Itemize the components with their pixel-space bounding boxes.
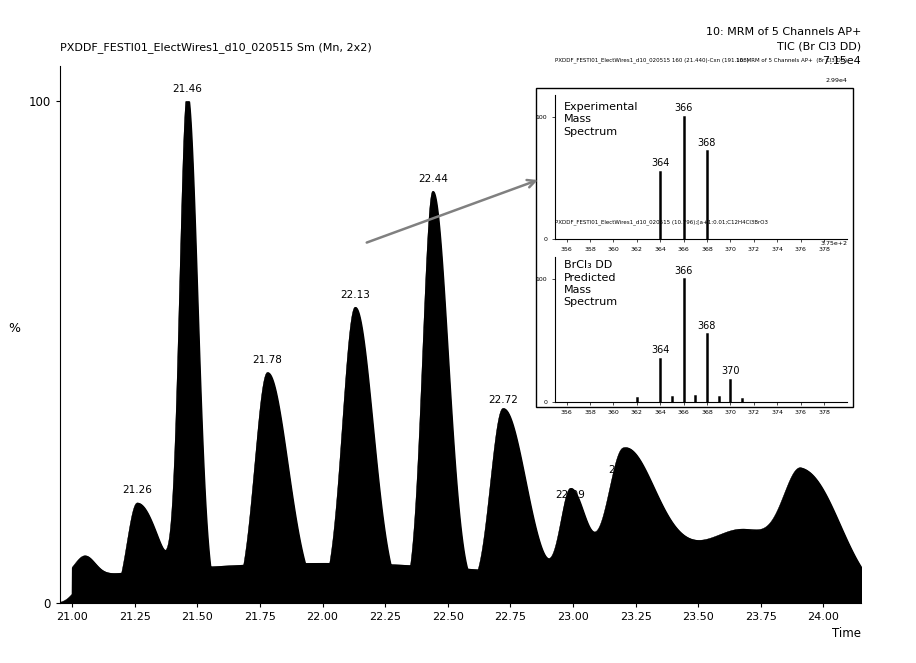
Text: 21.26: 21.26 (122, 485, 152, 495)
Text: PXDDF_FESTI01_ElectWires1_d10_020515 Sm (Mn, 2x2): PXDDF_FESTI01_ElectWires1_d10_020515 Sm … (60, 42, 371, 53)
Text: 364: 364 (651, 345, 670, 355)
Text: 22.99: 22.99 (556, 491, 585, 501)
Text: 364: 364 (651, 158, 670, 168)
Text: PXDDF_FESTI01_ElectWires1_d10_020515 (10.796);[a+1:0.01;C12H4Cl3BrO3: PXDDF_FESTI01_ElectWires1_d10_020515 (10… (555, 219, 768, 225)
Text: TIC (Br Cl3 DD): TIC (Br Cl3 DD) (777, 42, 861, 52)
Text: 22.13: 22.13 (340, 290, 370, 300)
Text: 10: MRM of 5 Channels AP+: 10: MRM of 5 Channels AP+ (705, 27, 861, 36)
Text: Time: Time (832, 627, 861, 640)
Text: 10: MRM of 5 Channels AP+  (Br Cl3 DD): 10: MRM of 5 Channels AP+ (Br Cl3 DD) (736, 58, 847, 63)
Text: PXDDF_FESTI01_ElectWires1_d10_020515 160 (21.440)-Cxn (191.168): PXDDF_FESTI01_ElectWires1_d10_020515 160… (555, 57, 748, 63)
Text: 22.72: 22.72 (488, 395, 518, 405)
Text: 366: 366 (674, 266, 692, 276)
Text: 7.15e4: 7.15e4 (823, 56, 861, 66)
Text: 23.91: 23.91 (786, 495, 816, 505)
Text: 21.78: 21.78 (253, 355, 282, 365)
FancyArrowPatch shape (366, 180, 535, 243)
Text: 23.20: 23.20 (608, 465, 638, 475)
Text: 366: 366 (674, 103, 692, 113)
Text: 2.99e4: 2.99e4 (825, 78, 847, 83)
Text: 22.44: 22.44 (418, 174, 448, 184)
Text: 21.46: 21.46 (172, 84, 202, 94)
Text: Experimental
Mass
Spectrum: Experimental Mass Spectrum (563, 102, 638, 137)
Text: BrCl₃ DD
Predicted
Mass
Spectrum: BrCl₃ DD Predicted Mass Spectrum (563, 260, 617, 308)
Text: 368: 368 (698, 137, 716, 147)
Text: 368: 368 (698, 321, 716, 331)
FancyBboxPatch shape (537, 88, 853, 407)
Y-axis label: %: % (8, 322, 20, 335)
Text: 3.75e+2: 3.75e+2 (821, 241, 847, 245)
Text: 370: 370 (721, 366, 739, 376)
